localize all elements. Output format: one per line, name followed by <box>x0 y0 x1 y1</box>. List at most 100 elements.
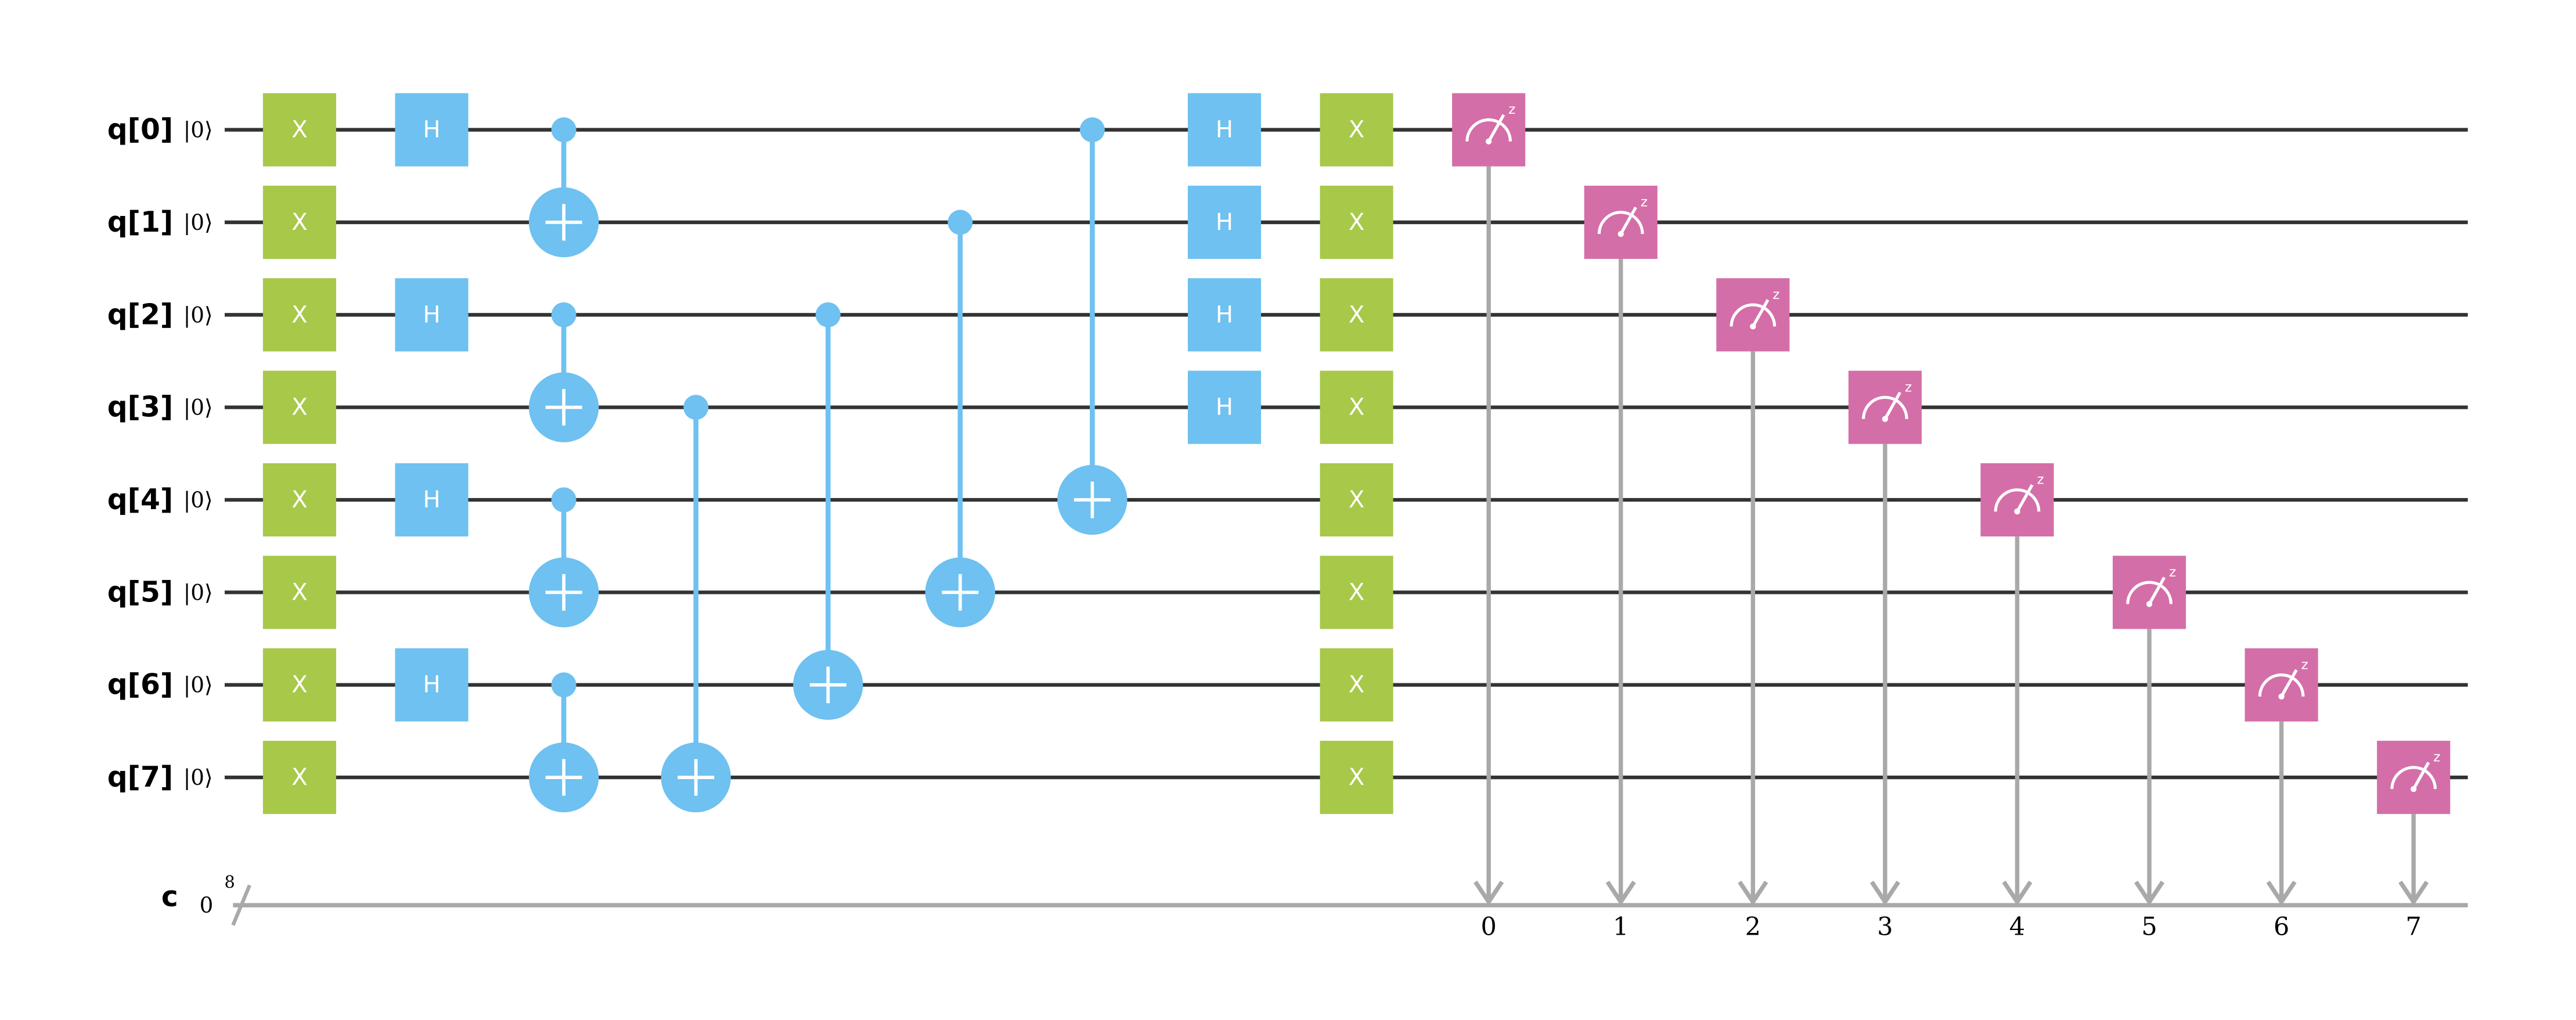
classical-init: 0 <box>200 892 214 918</box>
measure-arrow <box>1738 881 1768 906</box>
clbit-label: 7 <box>2406 912 2422 941</box>
measure-basis: z <box>1508 102 1515 117</box>
control-dot <box>1079 117 1105 143</box>
gate-label: X <box>1349 117 1364 143</box>
meter-arc <box>1597 211 1644 235</box>
meter-arc <box>1465 118 1512 142</box>
meter-needle <box>1883 391 1901 420</box>
measure-basis: z <box>1641 195 1648 210</box>
qubit-init: |0⟩ <box>183 487 213 513</box>
gate-label: H <box>1216 394 1233 421</box>
control-dot <box>947 210 973 235</box>
meter-needle <box>1487 114 1505 142</box>
qubit-init: |0⟩ <box>183 765 213 790</box>
gate-label: X <box>291 672 307 698</box>
gate-box <box>1320 741 1393 814</box>
gate-label: X <box>1349 764 1364 791</box>
measure-box <box>1848 370 1922 444</box>
meter-arc <box>1994 488 2041 512</box>
gate-box <box>1320 463 1393 537</box>
bus-width: 8 <box>224 872 235 892</box>
measure-arrow <box>1869 881 1900 906</box>
measure-box <box>2377 741 2451 814</box>
control-dot <box>551 302 577 327</box>
qubit-init: |0⟩ <box>183 672 213 698</box>
meter-arc <box>1862 395 1908 419</box>
qubit-label: q[4] <box>107 484 173 516</box>
gate-label: H <box>423 486 440 513</box>
bus-slash <box>231 884 251 926</box>
meter-arc <box>1730 303 1777 327</box>
gate-box <box>395 648 469 722</box>
measure-box <box>1980 463 2054 537</box>
meter-needle <box>2016 484 2034 513</box>
gate-label: H <box>1216 301 1233 328</box>
meter-arc <box>2258 673 2305 697</box>
meter-pivot <box>2278 693 2285 700</box>
meter-pivot <box>1750 323 1756 330</box>
qubit-init: |0⟩ <box>183 210 213 235</box>
measure-box <box>2113 556 2186 629</box>
qubit-label: q[6] <box>107 669 173 701</box>
gate-box <box>1187 278 1262 352</box>
gate-box <box>262 463 337 537</box>
meter-pivot <box>1617 230 1624 237</box>
qubit-init: |0⟩ <box>183 579 213 605</box>
gate-box <box>1187 185 1262 259</box>
gate-box <box>1320 93 1393 167</box>
gate-label: X <box>291 579 307 605</box>
meter-arc <box>2126 581 2173 604</box>
measure-arrow <box>2134 881 2165 906</box>
gate-box <box>1320 370 1393 444</box>
measure-arrow <box>2266 881 2297 906</box>
meter-needle <box>2280 669 2298 698</box>
meter-pivot <box>2411 786 2417 792</box>
measure-box <box>1584 185 1658 259</box>
measure-box <box>2244 648 2318 722</box>
measure-basis: z <box>2301 657 2308 672</box>
measure-basis: z <box>2037 473 2044 488</box>
gate-box <box>1320 278 1393 352</box>
gate-label: X <box>1349 301 1364 328</box>
qubit-init: |0⟩ <box>183 302 213 327</box>
gate-label: X <box>1349 579 1364 605</box>
qubit-init: |0⟩ <box>183 395 213 420</box>
clbit-label: 5 <box>2141 912 2157 941</box>
gate-box <box>262 741 337 814</box>
gate-label: X <box>1349 209 1364 236</box>
gate-box <box>1187 370 1262 444</box>
gate-label: X <box>291 486 307 513</box>
gate-box <box>1320 185 1393 259</box>
qubit-label: q[5] <box>107 576 173 608</box>
measure-arrow <box>2398 881 2429 906</box>
gate-box <box>395 93 469 167</box>
gate-box <box>262 556 337 629</box>
gate-label: H <box>423 672 440 698</box>
gate-box <box>395 278 469 352</box>
gate-box <box>262 278 337 352</box>
meter-needle <box>1619 206 1637 235</box>
gate-box <box>1320 648 1393 722</box>
control-dot <box>551 117 577 143</box>
meter-pivot <box>1486 138 1492 145</box>
clbit-label: 3 <box>1877 912 1893 941</box>
measure-basis: z <box>1772 287 1779 302</box>
measure-arrow <box>1473 881 1504 906</box>
meter-arc <box>2390 766 2437 790</box>
clbit-label: 2 <box>1745 912 1761 941</box>
measure-basis: z <box>2169 565 2176 580</box>
control-dot <box>551 672 577 698</box>
qubit-label: q[0] <box>107 114 173 146</box>
measure-arrow <box>2002 881 2033 906</box>
gate-label: H <box>1216 209 1233 236</box>
classical-label: c <box>161 881 178 913</box>
gate-box <box>262 93 337 167</box>
gate-label: X <box>1349 394 1364 421</box>
gate-label: H <box>1216 117 1233 143</box>
gate-box <box>262 648 337 722</box>
control-dot <box>815 302 841 327</box>
gate-box <box>1320 556 1393 629</box>
clbit-label: 0 <box>1480 912 1496 941</box>
